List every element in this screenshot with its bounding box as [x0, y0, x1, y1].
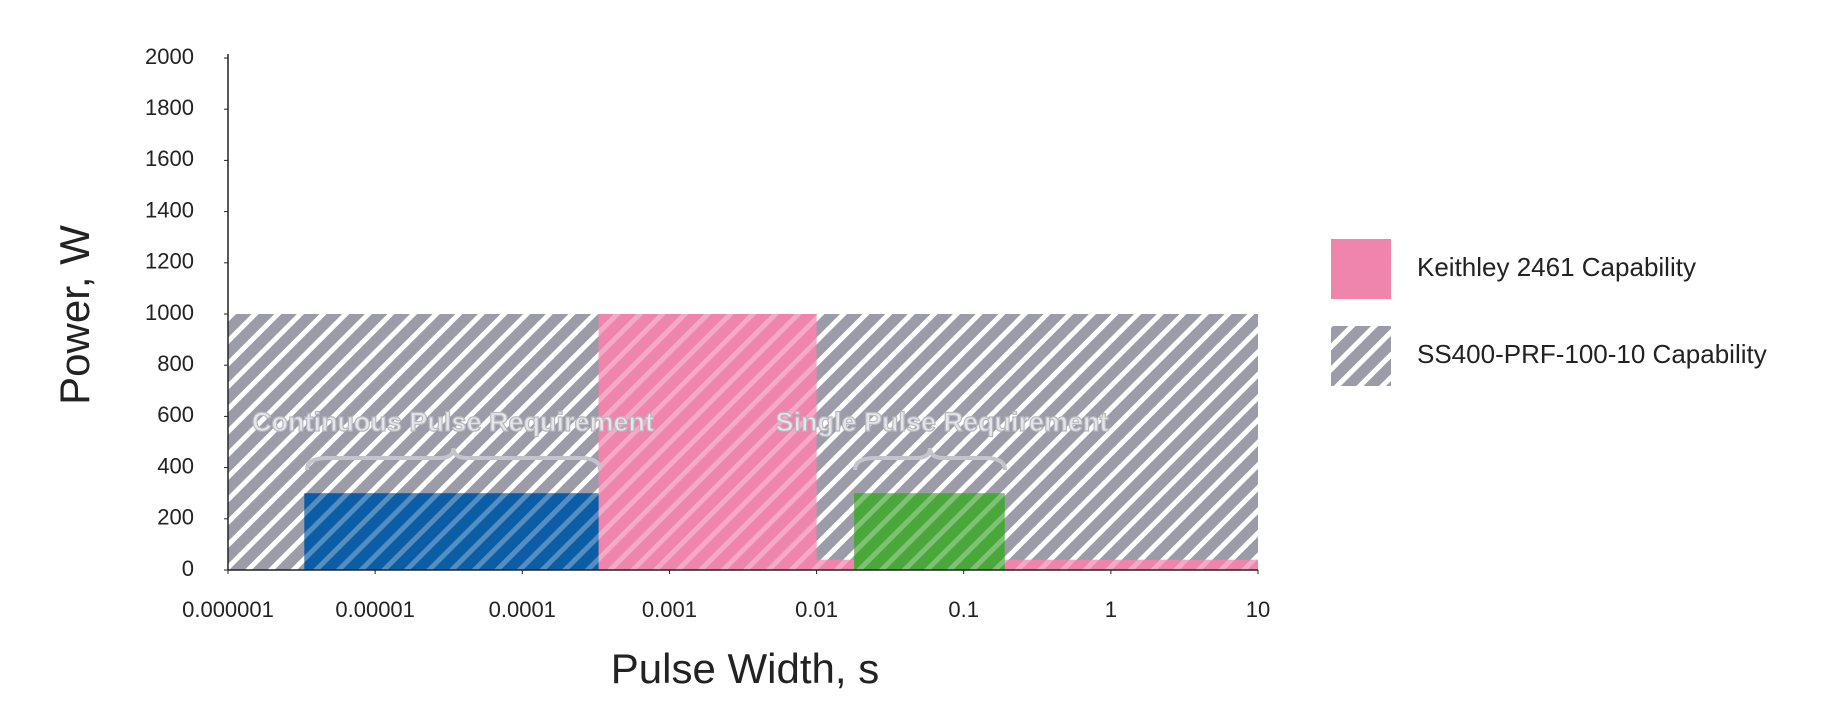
hatch-overlay	[816, 559, 1258, 570]
legend-label: SS400-PRF-100-10 Capability	[1417, 339, 1767, 369]
y-axis-label: Power, W	[51, 225, 98, 405]
y-tick-label: 0	[182, 556, 194, 581]
brace	[853, 447, 1007, 471]
x-tick-label: 0.1	[948, 597, 979, 622]
x-tick-label: 10	[1246, 597, 1270, 622]
legend-hatch	[1331, 326, 1391, 386]
legend-label: Keithley 2461 Capability	[1417, 252, 1696, 282]
x-tick-label: 0.001	[642, 597, 697, 622]
hatch-overlay	[304, 493, 599, 570]
x-tick-label: 0.01	[795, 597, 838, 622]
hatch-overlay	[854, 493, 1005, 570]
y-tick-label: 1600	[145, 146, 194, 171]
annotation: Continuous Pulse Requirement	[252, 407, 654, 437]
x-tick-label: 1	[1105, 597, 1117, 622]
y-tick-label: 1400	[145, 197, 194, 222]
y-tick-label: 2000	[145, 44, 194, 69]
y-tick-label: 1800	[145, 95, 194, 120]
brace	[305, 447, 602, 471]
legend-swatch	[1331, 239, 1391, 299]
annotation: Single Pulse Requirement	[775, 407, 1108, 437]
y-tick-label: 400	[157, 453, 194, 478]
y-tick-label: 200	[157, 505, 194, 530]
y-tick-label: 600	[157, 402, 194, 427]
x-tick-label: 0.000001	[182, 597, 274, 622]
x-tick-label: 0.0001	[489, 597, 556, 622]
y-tick-label: 800	[157, 351, 194, 376]
hatch-overlay	[598, 314, 817, 570]
x-tick-label: 0.00001	[335, 597, 415, 622]
x-axis-label: Pulse Width, s	[611, 645, 879, 692]
y-tick-label: 1000	[145, 300, 194, 325]
y-tick-label: 1200	[145, 249, 194, 274]
